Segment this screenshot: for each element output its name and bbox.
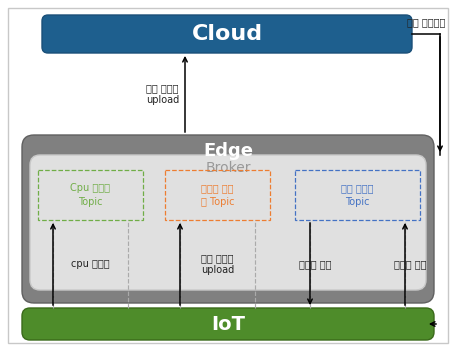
Text: Cpu 사용률: Cpu 사용률	[71, 183, 110, 193]
Text: 작업 분배용: 작업 분배용	[340, 183, 373, 193]
Bar	[294, 170, 419, 220]
Text: 센서 데이터
upload: 센서 데이터 upload	[146, 83, 179, 105]
FancyBboxPatch shape	[22, 135, 433, 303]
Text: 분배된 작업: 분배된 작업	[298, 259, 330, 269]
Text: 센서 제어명령: 센서 제어명령	[406, 17, 444, 27]
Text: Topic: Topic	[344, 197, 369, 207]
FancyBboxPatch shape	[30, 155, 425, 290]
Text: 드 Topic: 드 Topic	[200, 197, 234, 207]
Text: cpu 사용률: cpu 사용률	[71, 259, 110, 269]
Text: IoT: IoT	[211, 314, 244, 333]
Bar	[38, 170, 143, 220]
Text: 완료된 작업: 완료된 작업	[393, 259, 425, 269]
Text: Cloud: Cloud	[191, 24, 262, 44]
FancyBboxPatch shape	[42, 15, 411, 53]
Text: 데이터 업로: 데이터 업로	[201, 183, 233, 193]
Text: Edge: Edge	[202, 142, 253, 160]
Text: Broker: Broker	[205, 161, 250, 175]
Text: Topic: Topic	[78, 197, 102, 207]
Text: 센서 데이터
upload: 센서 데이터 upload	[201, 253, 233, 275]
Bar	[165, 170, 269, 220]
FancyBboxPatch shape	[22, 308, 433, 340]
